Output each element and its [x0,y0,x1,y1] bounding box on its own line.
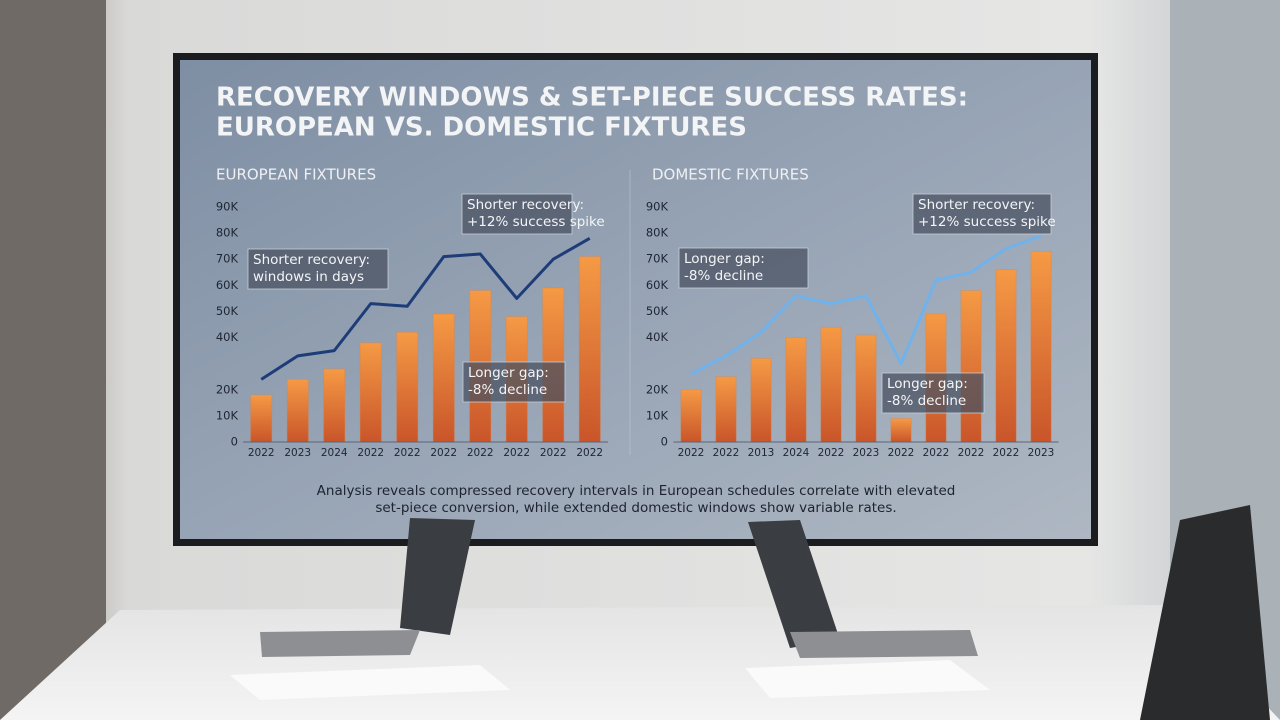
annotation-text: Shorter recovery: [467,197,584,213]
paper [745,660,990,698]
bar [359,342,382,443]
x-tick-label: 2022 [394,447,421,459]
chart-title: EUROPEAN FIXTURES [216,166,376,184]
x-tick-label: 2013 [748,447,775,459]
y-tick-label: 40K [216,330,239,344]
y-tick-label: 70K [216,252,239,266]
y-tick-label: 70K [646,252,669,266]
y-tick-label: 50K [216,304,239,318]
x-tick-label: 2022 [576,447,603,459]
line [690,234,1042,376]
annotation-box [462,361,566,403]
line [260,237,591,381]
paper [230,665,510,700]
y-tick-label: 0 [661,435,668,449]
x-tick-label: 2022 [503,447,530,459]
bar [1030,250,1052,443]
laptop-screen [748,520,840,648]
y-tick-label: 20K [646,382,669,396]
x-tick-label: 2022 [958,447,985,459]
y-tick-label: 0 [231,435,238,449]
bar [785,337,807,443]
bar [820,326,842,443]
annotation-text: -8% decline [887,393,966,409]
bar [323,368,346,443]
laptop-screen [400,518,475,635]
annotation-text: windows in days [253,269,364,285]
bar [396,331,419,443]
bar [286,378,309,443]
annotation-text: Longer gap: [468,365,549,381]
table [0,605,1280,720]
x-tick-label: 2022 [248,447,275,459]
y-tick-label: 50K [646,304,669,318]
laptop-base [260,630,420,657]
bar [578,256,601,443]
laptop-base [790,630,978,658]
x-tick-label: 2024 [783,447,810,459]
x-tick-label: 2023 [284,447,311,459]
screen [180,60,1091,539]
bar [715,376,737,443]
x-tick-label: 2022 [993,447,1020,459]
y-tick-label: 10K [646,408,669,422]
bar [680,389,702,443]
chart-title: DOMESTIC FIXTURES [652,166,809,184]
annotation-text: -8% decline [468,382,547,398]
bar [960,290,982,443]
bar [890,418,912,443]
x-tick-label: 2022 [467,447,494,459]
screen-content: RECOVERY WINDOWS & SET-PIECE SUCCESS RAT… [216,83,1059,516]
y-tick-label: 60K [646,278,669,292]
x-tick-label: 2022 [713,447,740,459]
caption: Analysis reveals compressed recovery int… [317,483,956,499]
y-tick-label: 80K [646,226,669,240]
bar [750,357,772,443]
annotation-box [247,248,389,290]
annotation-box [912,193,1052,235]
x-tick-label: 2022 [678,447,705,459]
annotation-text: Shorter recovery: [253,252,370,268]
chair [1140,505,1270,720]
annotation-text: Longer gap: [684,251,765,267]
y-tick-label: 90K [646,200,669,214]
y-tick-label: 60K [216,278,239,292]
x-tick-label: 2022 [888,447,915,459]
annotation-text: Shorter recovery: [918,197,1035,213]
annotation-text: -8% decline [684,268,763,284]
x-tick-label: 2022 [540,447,567,459]
bar [250,394,273,443]
x-tick-label: 2024 [321,447,348,459]
y-tick-label: 40K [646,330,669,344]
x-tick-label: 2023 [1028,447,1055,459]
annotation-box [461,193,573,235]
y-tick-label: 80K [216,226,239,240]
x-tick-label: 2022 [818,447,845,459]
annotation-text: +12% success spike [918,214,1056,230]
bar [995,269,1017,443]
bar [855,334,877,443]
x-tick-label: 2022 [430,447,457,459]
bar [432,313,455,443]
y-tick-label: 10K [216,408,239,422]
x-tick-label: 2023 [853,447,880,459]
annotation-text: Longer gap: [887,376,968,392]
x-tick-label: 2022 [923,447,950,459]
annotation-box [678,247,809,289]
x-tick-label: 2022 [357,447,384,459]
annotation-text: +12% success spike [467,214,605,230]
caption: set-piece conversion, while extended dom… [375,500,896,516]
side-room [0,0,106,720]
y-tick-label: 20K [216,382,239,396]
y-tick-label: 90K [216,200,239,214]
annotation-box [881,372,985,414]
title: EUROPEAN VS. DOMESTIC FIXTURES [216,113,747,143]
title: RECOVERY WINDOWS & SET-PIECE SUCCESS RAT… [216,83,968,113]
